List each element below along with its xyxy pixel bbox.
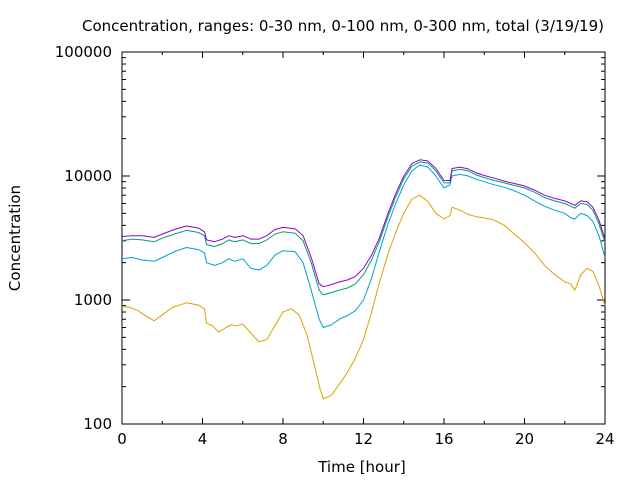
plot-area [121, 51, 606, 425]
plot-frame [121, 51, 606, 425]
y-axis-label: Concentration [6, 185, 24, 291]
x-tick-label: 24 [595, 430, 614, 448]
x-ticks [121, 52, 606, 424]
x-tick-label: 16 [434, 430, 453, 448]
y-ticks [122, 51, 605, 425]
x-tick-labels: 0 4 8 12 16 20 24 [117, 430, 614, 448]
series-line-2 [121, 164, 606, 328]
x-tick-label: 8 [278, 430, 288, 448]
series-line-4 [121, 159, 606, 288]
x-tick-label: 4 [198, 430, 208, 448]
series-group [121, 159, 606, 400]
y-tick-label: 10000 [64, 167, 112, 185]
y-tick-labels: 100 1000 10000 100000 [55, 43, 112, 433]
x-tick-label: 20 [515, 430, 534, 448]
x-tick-label: 12 [354, 430, 373, 448]
chart-title: Concentration, ranges: 0-30 nm, 0-100 nm… [82, 17, 604, 35]
y-tick-label: 100 [83, 415, 112, 433]
series-line-1 [121, 194, 606, 400]
x-axis-label: Time [hour] [317, 458, 406, 476]
x-tick-label: 0 [117, 430, 127, 448]
y-tick-label: 1000 [74, 291, 112, 309]
series-line-3 [121, 161, 606, 296]
y-tick-label: 100000 [55, 43, 112, 61]
